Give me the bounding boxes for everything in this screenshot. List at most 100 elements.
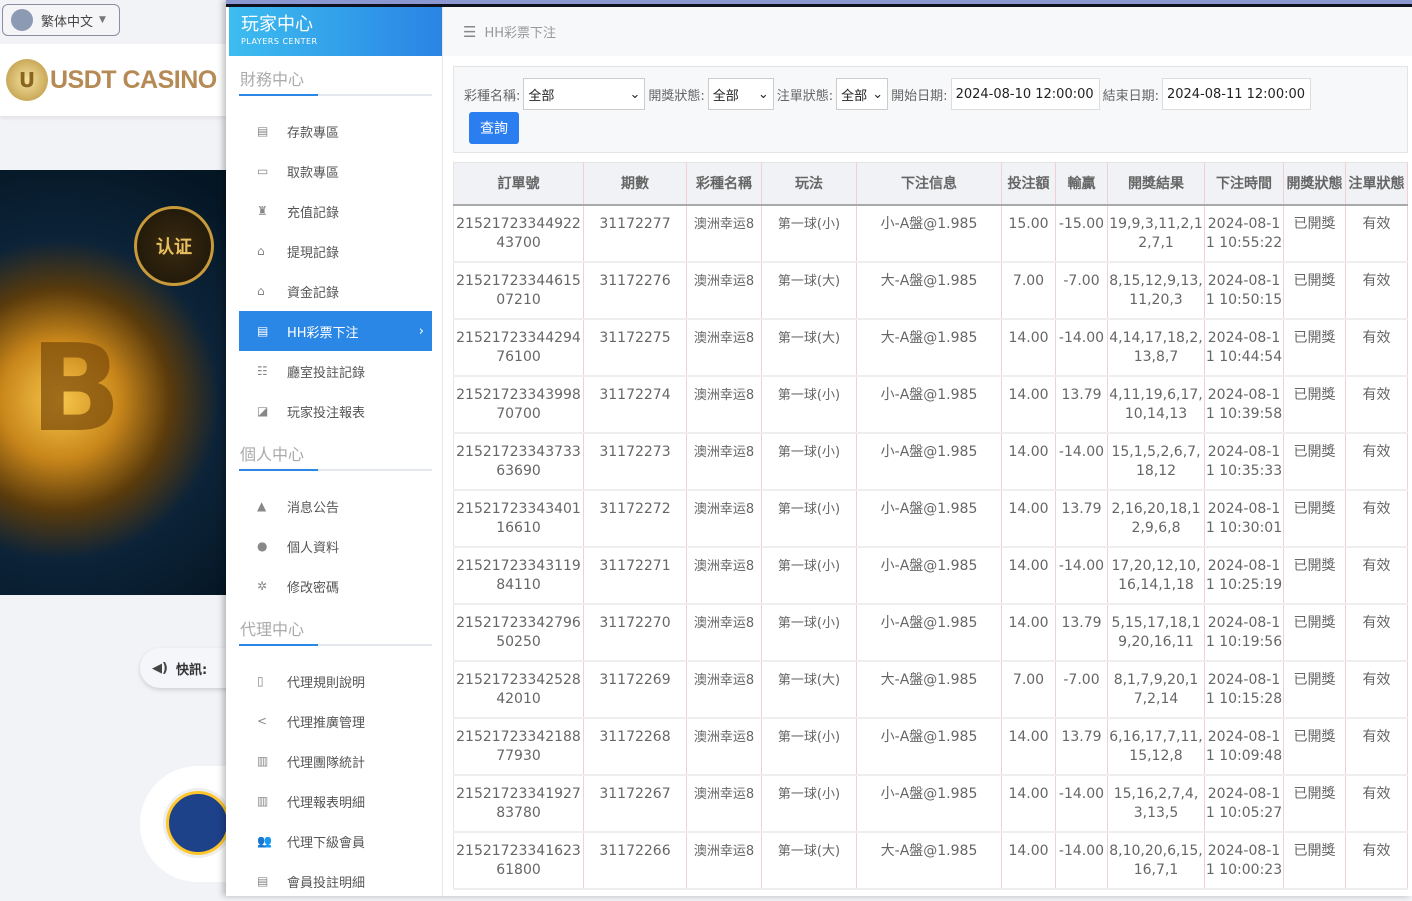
chevron-down-icon: ⌄ bbox=[629, 86, 641, 102]
sidebar-subtitle: PLAYERS CENTER bbox=[241, 37, 318, 46]
user-icon: ● bbox=[257, 539, 268, 553]
chevron-down-icon: ⌄ bbox=[757, 86, 769, 102]
table-cell: 14.00 bbox=[1001, 774, 1056, 833]
table-row: 2152172334429476100 31172275 澳洲幸运8 第一球(大) 大-… bbox=[453, 318, 1408, 377]
table-cell: 已開獎 bbox=[1283, 261, 1346, 320]
table-cell: 31172266 bbox=[583, 831, 687, 890]
sidebar-item[interactable]: ▲ 消息公告 bbox=[239, 486, 432, 526]
table-cell: 第一球(小) bbox=[761, 546, 857, 605]
top-border bbox=[226, 0, 1412, 4]
table-row: 2152172334399870700 31172274 澳洲幸运8 第一球(小) 小-… bbox=[453, 375, 1408, 434]
column-header: 開獎狀態 bbox=[1283, 162, 1346, 206]
table-cell: 2024-08-11 10:39:58 bbox=[1204, 375, 1284, 434]
sidebar-item[interactable]: < 代理推廣管理 bbox=[239, 701, 432, 741]
sidebar-item[interactable]: ⌂ 資金記錄 bbox=[239, 271, 432, 311]
table-cell: 31172268 bbox=[583, 717, 687, 776]
sidebar-item[interactable]: ▭ 取款專區 bbox=[239, 151, 432, 191]
table-cell: 2024-08-11 10:09:48 bbox=[1204, 717, 1284, 776]
table-cell: 2152172334429476100 bbox=[453, 318, 584, 377]
order-status-select[interactable]: 全部 ⌄ bbox=[836, 78, 889, 110]
table-cell: 2152172334162361800 bbox=[453, 831, 584, 890]
table-cell: 澳洲幸运8 bbox=[686, 660, 762, 719]
sidebar-item[interactable]: ✲ 修改密碼 bbox=[239, 566, 432, 606]
sidebar-item[interactable]: ▯ 代理規則說明 bbox=[239, 661, 432, 701]
chevron-right-icon: › bbox=[418, 323, 424, 339]
sidebar-header: 玩家中心 PLAYERS CENTER bbox=[229, 7, 442, 56]
end-date-label: 結束日期: bbox=[1102, 88, 1159, 104]
money-bag-icon: ♜ bbox=[257, 204, 268, 218]
card-icon: ▤ bbox=[257, 124, 269, 138]
copy-icon: ▥ bbox=[257, 754, 269, 768]
table-cell: 4,14,17,18,2,13,8,7 bbox=[1107, 318, 1205, 377]
sidebar-item[interactable]: ▥ 代理報表明細 bbox=[239, 781, 432, 821]
sidebar-item[interactable]: ▤ 會員投註明細 bbox=[239, 861, 432, 901]
lottery-select[interactable]: 全部 ⌄ bbox=[523, 78, 646, 110]
column-header: 輸贏 bbox=[1055, 162, 1108, 206]
sidebar-item[interactable]: 👥 代理下級會員 bbox=[239, 821, 432, 861]
table-cell: -7.00 bbox=[1055, 261, 1108, 320]
table-cell: -14.00 bbox=[1055, 831, 1108, 890]
table-cell: 小-A盤@1.985 bbox=[856, 717, 1002, 776]
sidebar-item-label: 取款專區 bbox=[287, 165, 340, 181]
query-button[interactable]: 查詢 bbox=[469, 112, 519, 144]
end-date-input[interactable]: 2024-08-11 12:00:00 bbox=[1161, 78, 1311, 110]
menu-icon[interactable]: ☰ bbox=[463, 22, 477, 41]
table-cell: 2152172334218877930 bbox=[453, 717, 584, 776]
sidebar-item-label: 消息公告 bbox=[287, 500, 340, 516]
table-cell: 有效 bbox=[1345, 489, 1408, 548]
table-cell: 澳洲幸运8 bbox=[686, 489, 762, 548]
table-cell: 有效 bbox=[1345, 375, 1408, 434]
table-row: 2152172334373363690 31172273 澳洲幸运8 第一球(小) 小-… bbox=[453, 432, 1408, 491]
table-cell: 已開獎 bbox=[1283, 717, 1346, 776]
fund-icon: ⌂ bbox=[257, 284, 265, 298]
bets-table: 訂單號 期數 彩種名稱 玩法 下注信息 投注額 輸贏 開獎結果 下注時間 開獎狀態 注單狀態 215… bbox=[453, 162, 1408, 890]
column-header: 投注額 bbox=[1001, 162, 1056, 206]
sidebar-item[interactable]: ♜ 充值記錄 bbox=[239, 191, 432, 231]
table-cell: 已開獎 bbox=[1283, 831, 1346, 890]
sidebar-item-label: 代理報表明細 bbox=[287, 795, 366, 811]
table-cell: 2024-08-11 10:35:33 bbox=[1204, 432, 1284, 491]
table-cell: 已開獎 bbox=[1283, 546, 1346, 605]
table-cell: 15.00 bbox=[1001, 204, 1056, 263]
site-logo[interactable]: U USDT CASINO bbox=[0, 44, 226, 116]
table-cell: 2024-08-11 10:05:27 bbox=[1204, 774, 1284, 833]
table-cell: 澳洲幸运8 bbox=[686, 546, 762, 605]
users-icon: 👥 bbox=[257, 834, 272, 848]
table-cell: 大-A盤@1.985 bbox=[856, 261, 1002, 320]
sidebar-item[interactable]: ⌂ 提現記錄 bbox=[239, 231, 432, 271]
table-cell: 已開獎 bbox=[1283, 318, 1346, 377]
sidebar-item[interactable]: ▥ 代理團隊統計 bbox=[239, 741, 432, 781]
table-cell: 第一球(大) bbox=[761, 318, 857, 377]
table-cell: 有效 bbox=[1345, 432, 1408, 491]
table-cell: 31172273 bbox=[583, 432, 687, 491]
table-cell: 第一球(小) bbox=[761, 432, 857, 491]
table-cell: 有效 bbox=[1345, 717, 1408, 776]
background-site: 繁体中文 ▼ U USDT CASINO B 认证 ◀) 快訊: bbox=[0, 0, 260, 896]
table-cell: 2024-08-11 10:44:54 bbox=[1204, 318, 1284, 377]
table-cell: 已開獎 bbox=[1283, 432, 1346, 491]
table-cell: 2024-08-11 10:15:28 bbox=[1204, 660, 1284, 719]
page-header: ☰ HH彩票下注 bbox=[443, 7, 1412, 56]
draw-status-select[interactable]: 全部 ⌄ bbox=[707, 78, 774, 110]
table-cell: 第一球(小) bbox=[761, 204, 857, 263]
table-cell: 第一球(小) bbox=[761, 717, 857, 776]
column-header: 開獎結果 bbox=[1107, 162, 1205, 206]
sidebar-item[interactable]: ◪ 玩家投注報表 bbox=[239, 391, 432, 431]
sidebar-item[interactable]: ● 個人資料 bbox=[239, 526, 432, 566]
table-cell: 31172276 bbox=[583, 261, 687, 320]
page-title: HH彩票下注 bbox=[484, 26, 557, 41]
column-header: 下注信息 bbox=[856, 162, 1002, 206]
draw-status-label: 開獎狀態: bbox=[648, 88, 705, 104]
table-cell: 第一球(大) bbox=[761, 261, 857, 320]
language-selector[interactable]: 繁体中文 ▼ bbox=[2, 4, 120, 36]
sidebar-item-label: 代理下級會員 bbox=[287, 835, 366, 851]
sidebar-item[interactable]: ☷ 廳室投註記錄 bbox=[239, 351, 432, 391]
start-date-input[interactable]: 2024-08-10 12:00:00 bbox=[950, 78, 1100, 110]
table-cell: 8,15,12,9,13,11,20,3 bbox=[1107, 261, 1205, 320]
sidebar-item-label: 個人資料 bbox=[287, 540, 340, 556]
sidebar-item[interactable]: ▤ HH彩票下注 › bbox=[239, 311, 432, 351]
sidebar-item[interactable]: ▤ 存款專區 bbox=[239, 111, 432, 151]
table-cell: 有效 bbox=[1345, 318, 1408, 377]
table-cell: 大-A盤@1.985 bbox=[856, 660, 1002, 719]
table-cell: 澳洲幸运8 bbox=[686, 603, 762, 662]
